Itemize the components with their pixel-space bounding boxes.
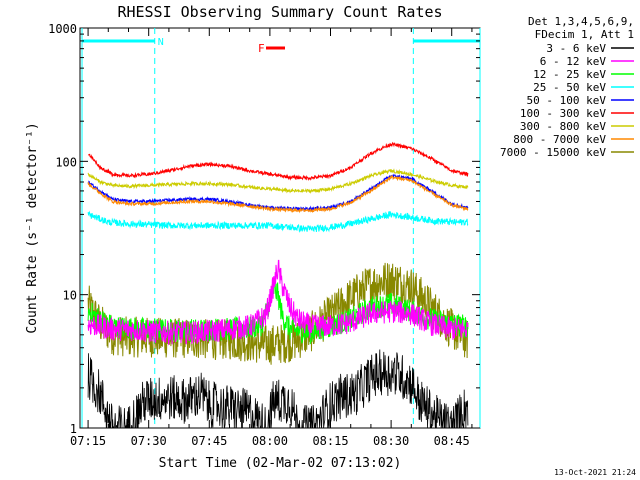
x-tick-label-0: 07:15	[70, 434, 106, 448]
legend: Det 1,3,4,5,6,9, FDecim 1, Att 1 3 - 6 k…	[500, 15, 634, 159]
x-tick-label-3: 08:00	[252, 434, 288, 448]
series-line-7	[87, 174, 469, 214]
series-3	[87, 210, 469, 233]
chart-title: RHESSI Observing Summary Count Rates	[117, 3, 442, 21]
series-line-3	[87, 210, 469, 233]
x-axis: 07:15 07:30 07:45 08:00 08:15 08:30 08:45	[70, 28, 473, 448]
x-tick-label-4: 08:15	[312, 434, 348, 448]
y-axis-label: Count Rate (s⁻¹ detector⁻¹)	[25, 122, 40, 333]
footer-timestamp: 13-Oct-2021 21:24	[554, 468, 636, 477]
legend-label-0: 3 - 6 keV	[546, 42, 606, 55]
x-tick-label-6: 08:45	[434, 434, 470, 448]
series-6	[87, 168, 469, 194]
series-1	[87, 259, 469, 346]
series-line-6	[87, 168, 469, 194]
series-5	[87, 141, 469, 181]
x-tick-label-2: 07:45	[191, 434, 227, 448]
flare-label: F	[258, 42, 265, 55]
legend-label-8: 7000 - 15000 keV	[500, 146, 606, 159]
legend-label-3: 25 - 50 keV	[533, 81, 606, 94]
series-line-1	[87, 259, 469, 346]
x-axis-label: Start Time (02-Mar-02 07:13:02)	[159, 456, 402, 471]
night-label: N	[158, 37, 164, 48]
series-7	[87, 174, 469, 214]
legend-label-6: 300 - 800 keV	[520, 120, 606, 133]
legend-label-2: 12 - 25 keV	[533, 68, 606, 81]
y-tick-label-1: 10	[63, 289, 77, 303]
x-tick-label-5: 08:30	[373, 434, 409, 448]
series-group	[87, 141, 469, 430]
legend-label-4: 50 - 100 keV	[527, 94, 607, 107]
y-tick-label-3: 1000	[48, 22, 77, 36]
series-0	[87, 349, 469, 430]
x-tick-label-1: 07:30	[131, 434, 167, 448]
y-tick-label-0: 1	[70, 422, 77, 436]
legend-header-line-2: FDecim 1, Att 1	[535, 28, 634, 41]
legend-label-7: 800 - 7000 keV	[513, 133, 606, 146]
legend-label-1: 6 - 12 keV	[540, 55, 607, 68]
legend-label-5: 100 - 300 keV	[520, 107, 606, 120]
y-tick-label-2: 100	[55, 155, 77, 169]
series-line-5	[87, 141, 469, 181]
y-axis: 1 10 100 1000	[48, 22, 480, 436]
series-line-0	[87, 349, 469, 430]
legend-header-line-1: Det 1,3,4,5,6,9,	[528, 15, 634, 28]
